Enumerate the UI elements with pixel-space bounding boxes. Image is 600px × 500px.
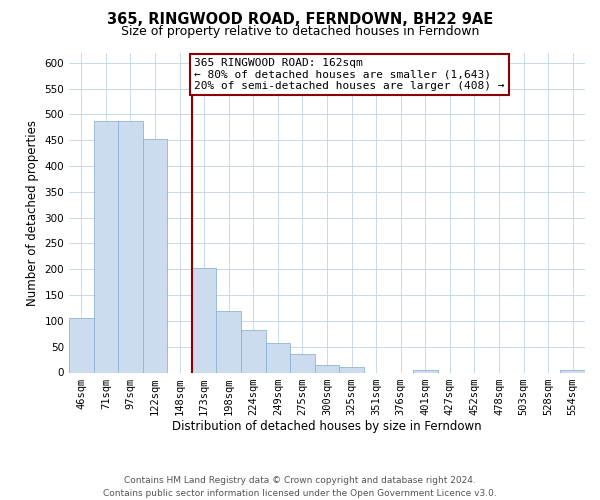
- Bar: [413, 370, 437, 372]
- X-axis label: Distribution of detached houses by size in Ferndown: Distribution of detached houses by size …: [172, 420, 482, 434]
- Bar: [69, 318, 94, 372]
- Bar: [315, 365, 339, 372]
- Bar: [266, 343, 290, 372]
- Bar: [94, 121, 118, 372]
- Bar: [192, 268, 217, 372]
- Y-axis label: Number of detached properties: Number of detached properties: [26, 120, 39, 306]
- Bar: [217, 310, 241, 372]
- Bar: [290, 354, 315, 372]
- Text: Contains HM Land Registry data © Crown copyright and database right 2024.
Contai: Contains HM Land Registry data © Crown c…: [103, 476, 497, 498]
- Bar: [560, 370, 585, 372]
- Bar: [241, 330, 266, 372]
- Bar: [339, 368, 364, 372]
- Bar: [118, 121, 143, 372]
- Text: Size of property relative to detached houses in Ferndown: Size of property relative to detached ho…: [121, 25, 479, 38]
- Bar: [143, 138, 167, 372]
- Text: 365, RINGWOOD ROAD, FERNDOWN, BH22 9AE: 365, RINGWOOD ROAD, FERNDOWN, BH22 9AE: [107, 12, 493, 28]
- Text: 365 RINGWOOD ROAD: 162sqm
← 80% of detached houses are smaller (1,643)
20% of se: 365 RINGWOOD ROAD: 162sqm ← 80% of detac…: [194, 58, 505, 91]
